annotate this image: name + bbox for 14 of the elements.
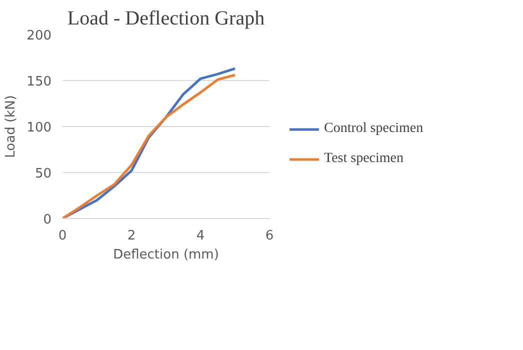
legend-label: Test specimen	[324, 150, 404, 166]
x-axis-title: Deflection (mm)	[113, 248, 219, 262]
x-tick-label: 0	[58, 228, 67, 244]
legend-label: Control specimen	[324, 120, 424, 136]
y-tick-label: 50	[34, 166, 52, 182]
y-tick-label: 0	[43, 212, 52, 228]
y-tick-label: 150	[26, 74, 52, 90]
y-axis-title: Load (kN)	[4, 95, 19, 158]
x-tick-label: 4	[196, 228, 205, 244]
y-tick-label: 200	[26, 28, 52, 44]
x-tick-label: 2	[127, 228, 136, 244]
x-tick-label: 6	[265, 228, 274, 244]
y-tick-label: 100	[26, 120, 52, 136]
chart-title: Load - Deflection Graph	[67, 8, 265, 30]
